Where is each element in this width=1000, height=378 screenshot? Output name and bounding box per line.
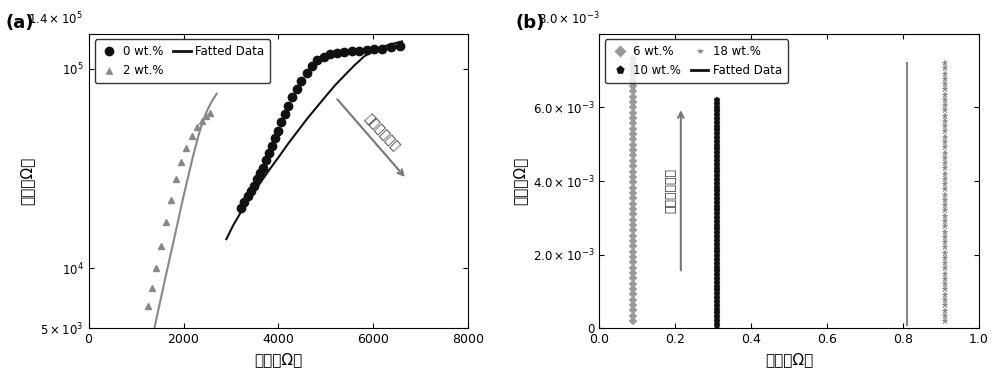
X-axis label: 电阵（Ω）: 电阵（Ω） bbox=[765, 352, 813, 367]
Y-axis label: 电抗（Ω）: 电抗（Ω） bbox=[20, 157, 35, 205]
Text: $8.0\times10^{-3}$: $8.0\times10^{-3}$ bbox=[538, 11, 600, 28]
Text: (a): (a) bbox=[5, 14, 34, 32]
Legend: 6 wt.%, 10 wt.%, 18 wt.%, Fatted Data: 6 wt.%, 10 wt.%, 18 wt.%, Fatted Data bbox=[605, 39, 788, 83]
Text: 频率增加方向: 频率增加方向 bbox=[665, 168, 678, 213]
X-axis label: 电阵（Ω）: 电阵（Ω） bbox=[254, 352, 303, 367]
Text: 频率增加方向: 频率增加方向 bbox=[362, 112, 402, 153]
Text: (b): (b) bbox=[516, 14, 545, 32]
Legend: 0 wt.%, 2 wt.%, Fatted Data: 0 wt.%, 2 wt.%, Fatted Data bbox=[95, 39, 270, 83]
Y-axis label: 电抗（Ω）: 电抗（Ω） bbox=[512, 157, 527, 205]
Text: $1.4\times10^{5}$: $1.4\times10^{5}$ bbox=[28, 11, 83, 28]
